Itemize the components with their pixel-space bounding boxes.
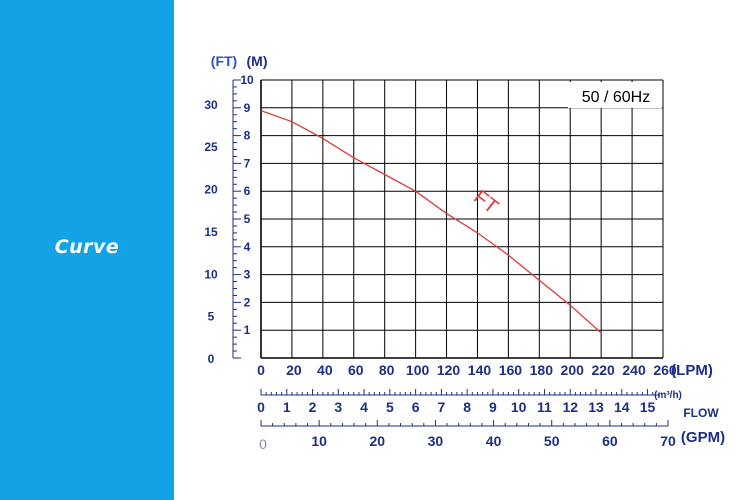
- x-m3h-tick-label: 4: [360, 399, 368, 415]
- y-ft-tick-label: 30: [204, 98, 218, 112]
- x-m3h-tick-label: 7: [437, 399, 445, 415]
- x-gpm-unit-label: (GPM): [681, 429, 725, 446]
- x-m3h-tick-label: 2: [309, 399, 317, 415]
- x-lpm-tick-label: 40: [317, 362, 333, 378]
- x-lpm-unit-label: (LPM): [671, 362, 713, 379]
- x-flow-label: FLOW: [683, 406, 719, 420]
- y-ft-tick-label: 10: [204, 267, 218, 281]
- x-lpm-tick-label: 140: [468, 362, 492, 378]
- x-lpm-tick-label: 220: [591, 362, 615, 378]
- y-m-tick-label: 6: [244, 184, 251, 198]
- y-m-tick-label: 5: [244, 212, 251, 226]
- x-m3h-tick-label: 9: [489, 399, 497, 415]
- x-m3h-tick-label: 12: [562, 399, 578, 415]
- x-gpm-tick-label: 30: [428, 433, 444, 449]
- x-gpm-tick-label: 10: [311, 433, 327, 449]
- y-ft-tick-label: 15: [204, 225, 218, 239]
- y-m-tick-label: 1: [244, 323, 251, 337]
- x-gpm-tick-label: 40: [486, 433, 502, 449]
- x-m3h-tick-label: 3: [334, 399, 342, 415]
- x-lpm-tick-label: 120: [437, 362, 461, 378]
- x-m3h-tick-label: 10: [511, 399, 527, 415]
- chart-annotation: 50 / 60Hz: [582, 89, 650, 106]
- annotation-box: [568, 82, 662, 108]
- x-gpm-tick-label: 20: [369, 433, 385, 449]
- x-m3h-tick-label: 8: [463, 399, 471, 415]
- x-lpm-tick-label: 180: [530, 362, 554, 378]
- y-ft-tick-label: 20: [204, 183, 218, 197]
- y-m-tick-label: 2: [244, 295, 251, 309]
- x-lpm-tick-label: 60: [348, 362, 364, 378]
- sidebar-label: Curve: [54, 236, 120, 258]
- y-m-tick-label: 9: [244, 101, 251, 115]
- x-lpm-tick-label: 80: [379, 362, 395, 378]
- x-gpm-tick-label: 60: [602, 433, 618, 449]
- x-lpm-tick-label: 0: [257, 362, 265, 378]
- sidebar: Curve: [0, 0, 174, 500]
- x-m3h-tick-label: 15: [640, 399, 656, 415]
- x-m3h-tick-label: 0: [257, 399, 265, 415]
- y-ft-tick-label: 25: [204, 140, 218, 154]
- x-gpm-tick-label: 0: [259, 436, 267, 452]
- x-gpm-tick-label: 70: [660, 433, 676, 449]
- y-m-tick-label: 3: [244, 268, 251, 282]
- y-m-unit-label: (M): [247, 53, 268, 69]
- y-m-tick-label: 10: [240, 73, 254, 87]
- y-m-tick-label: 8: [244, 129, 251, 143]
- y-m-tick-label: 4: [244, 240, 251, 254]
- y-ft-tick-label: 5: [208, 310, 215, 324]
- x-m3h-tick-label: 6: [412, 399, 420, 415]
- x-m3h-unit-label: (m³/h): [654, 390, 682, 401]
- x-m3h-tick-label: 13: [588, 399, 604, 415]
- x-m3h-tick-label: 14: [614, 399, 630, 415]
- x-lpm-tick-label: 200: [561, 362, 585, 378]
- y-m-tick-label: 7: [244, 156, 251, 170]
- y-ft-tick-label: 0: [208, 352, 215, 366]
- x-m3h-tick-label: 1: [283, 399, 291, 415]
- x-lpm-tick-label: 160: [499, 362, 523, 378]
- x-m3h-tick-label: 5: [386, 399, 394, 415]
- y-ft-unit-label: (FT): [211, 53, 237, 69]
- x-lpm-tick-label: 260: [653, 362, 677, 378]
- x-lpm-tick-label: 240: [622, 362, 646, 378]
- x-lpm-tick-label: 20: [286, 362, 302, 378]
- x-gpm-tick-label: 50: [544, 433, 560, 449]
- x-m3h-tick-label: 11: [537, 399, 552, 415]
- series-line-ft: [260, 109, 602, 334]
- x-lpm-tick-label: 100: [406, 362, 430, 378]
